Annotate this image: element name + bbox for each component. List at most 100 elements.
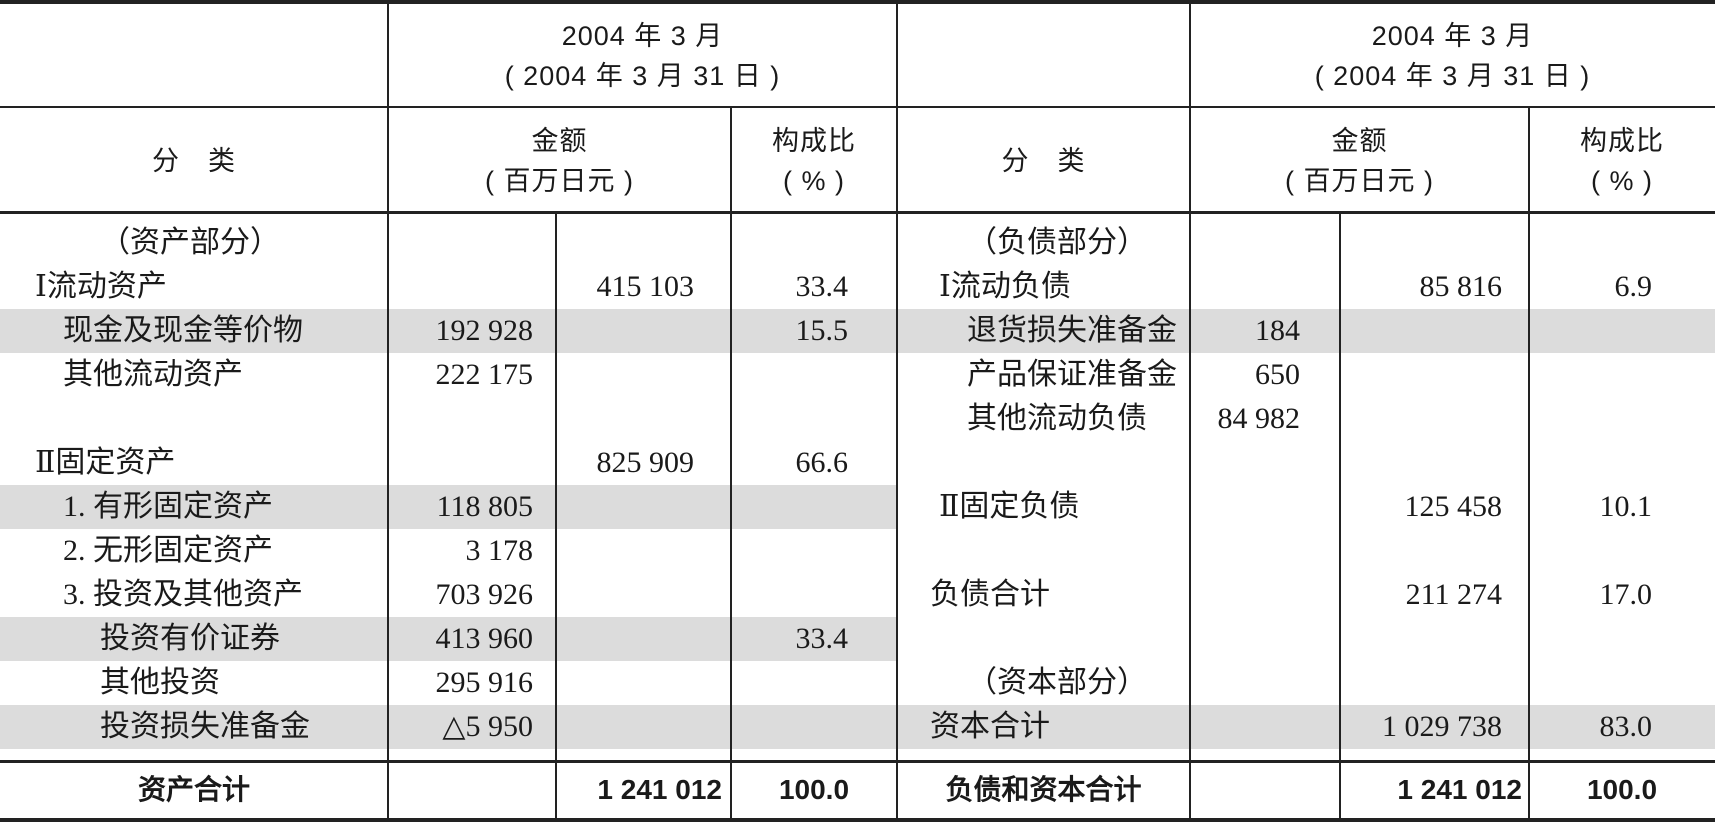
subtotal-amount [1340, 397, 1502, 441]
amount-header-left: 金额 ( 百万日元 ) [388, 108, 731, 213]
detail-amount: 118 805 [436, 490, 533, 523]
row-label: 2. 无形固定资产 [63, 534, 273, 567]
subtotal-amount [1340, 309, 1502, 353]
ratio-value [1529, 353, 1652, 397]
subtotal-amount: 85 816 [1419, 270, 1503, 303]
detail-amount [1190, 265, 1300, 309]
period-line2: ( 2004 年 3 月 31 日 ) [1314, 60, 1591, 91]
assets-total-amount: 1 241 012 [597, 774, 722, 805]
row-label: （负债部分） [967, 226, 1147, 259]
detail-amount [1190, 485, 1300, 529]
header-divider [0, 106, 1715, 108]
row-label: Ⅰ流动负债 [939, 270, 1071, 303]
subtotal-amount [1340, 617, 1502, 661]
amount-unit: ( 百万日元 ) [1285, 165, 1434, 196]
row-label: 投资有价证券 [100, 622, 280, 655]
row-label: 3. 投资及其他资产 [63, 578, 303, 611]
top-rule [0, 0, 1715, 4]
subtotal-amount: 415 103 [596, 270, 695, 303]
liab-total-amount: 1 241 012 [1397, 774, 1522, 805]
ratio-value: 66.6 [795, 446, 849, 479]
ratio-value [1529, 661, 1652, 705]
ratio-header-right: 构成比 ( % ) [1529, 108, 1715, 213]
detail-amount: 222 175 [435, 358, 534, 391]
liabilities-row: 其他流动负债 84 982 [0, 397, 1715, 441]
subtotal-amount [1340, 661, 1502, 705]
detail-amount [1190, 617, 1300, 661]
amount-label: 金额 [1331, 125, 1388, 156]
ratio-value: 17.0 [1599, 578, 1653, 611]
column-rule [1189, 0, 1191, 822]
ratio-unit: ( % ) [1591, 165, 1653, 196]
subtotal-amount: 125 458 [1404, 490, 1503, 523]
subtotal-amount: 825 909 [596, 446, 695, 479]
assets-row: 现金及现金等价物 192 928 15.5 [0, 309, 1715, 353]
column-rule [1339, 212, 1341, 822]
detail-amount: 413 960 [435, 622, 534, 655]
subtotal-amount [1340, 221, 1502, 265]
column-rule [387, 0, 389, 822]
total-rule [0, 760, 1715, 763]
liabilities-row: 退货损失准备金 184 [0, 309, 1715, 353]
row-shading [0, 705, 897, 749]
detail-amount: 184 [1255, 314, 1300, 347]
liab-total-ratio: 100.0 [1586, 774, 1658, 805]
detail-amount [1190, 441, 1300, 485]
detail-amount [1190, 529, 1300, 573]
subtotal-amount: 1 029 738 [1382, 710, 1502, 743]
row-shading [0, 485, 897, 529]
subtotal-amount: 211 274 [1405, 578, 1502, 611]
period-line1: 2004 年 3 月 [1371, 20, 1534, 51]
row-label: （资本部分） [967, 666, 1147, 699]
ratio-value [1529, 309, 1652, 353]
row-label: 资本合计 [930, 710, 1050, 743]
liabilities-row: Ⅱ固定负债 125 458 10.1 [0, 485, 1715, 529]
liabilities-row: （资本部分） [0, 661, 1715, 705]
ratio-value: 33.4 [795, 270, 849, 303]
detail-amount: 84 982 [1217, 402, 1301, 435]
period-header-left: 2004 年 3 月 ( 2004 年 3 月 31 日 ) [388, 4, 897, 107]
liabilities-row: （负债部分） [0, 221, 1715, 265]
amount-unit: ( 百万日元 ) [485, 165, 634, 196]
ratio-value: 6.9 [1614, 270, 1653, 303]
ratio-value: 83.0 [1599, 710, 1653, 743]
detail-amount: 295 916 [435, 666, 534, 699]
detail-amount [1190, 661, 1300, 705]
subtotal-amount [1340, 353, 1502, 397]
liabilities-row: 负债合计 211 274 17.0 [0, 573, 1715, 617]
row-label: Ⅱ固定资产 [35, 446, 176, 479]
row-label: 其他流动负债 [967, 402, 1147, 435]
liabilities-row [0, 529, 1715, 573]
category-label: 分 类 [1001, 145, 1086, 176]
ratio-value: 10.1 [1599, 490, 1653, 523]
row-label: 投资损失准备金 [100, 710, 310, 743]
ratio-label: 构成比 [772, 125, 856, 156]
detail-amount [1190, 573, 1300, 617]
assets-total-ratio: 100.0 [778, 774, 850, 805]
column-rule [730, 107, 732, 822]
subtotal-amount [1340, 441, 1502, 485]
amount-label: 金额 [531, 125, 588, 156]
column-rule [555, 212, 557, 822]
ratio-value [1529, 529, 1652, 573]
detail-amount: △5 950 [442, 710, 533, 743]
row-shading [897, 705, 1715, 749]
liabilities-row [0, 441, 1715, 485]
ratio-header-left: 构成比 ( % ) [731, 108, 897, 213]
assets-row: （资产部分） [0, 221, 1715, 265]
assets-total-label: 资产合计 [137, 774, 250, 805]
amount-header-right: 金额 ( 百万日元 ) [1190, 108, 1529, 213]
assets-row: 投资有价证券 413 960 33.4 [0, 617, 1715, 661]
category-label: 分 类 [152, 145, 236, 176]
assets-row: 其他流动资产 222 175 [0, 353, 1715, 397]
assets-row: 1. 有形固定资产 118 805 [0, 485, 1715, 529]
period-line1: 2004 年 3 月 [561, 20, 724, 51]
ratio-unit: ( % ) [783, 165, 845, 196]
liab-total-label: 负债和资本合计 [945, 774, 1142, 805]
row-label: 1. 有形固定资产 [63, 490, 273, 523]
detail-amount: 650 [1255, 358, 1300, 391]
bottom-rule [0, 818, 1715, 822]
detail-amount [1190, 705, 1300, 749]
detail-amount: 192 928 [435, 314, 534, 347]
liabilities-row: 产品保证准备金 650 [0, 353, 1715, 397]
